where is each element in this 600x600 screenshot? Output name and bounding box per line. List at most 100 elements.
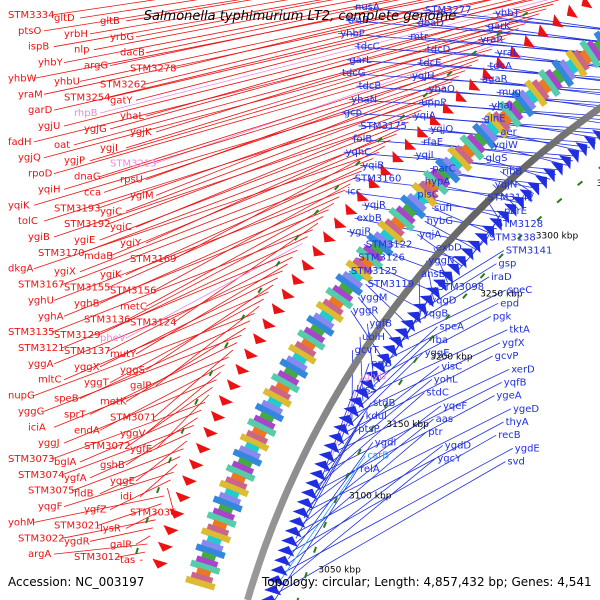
leader-line-left [71, 448, 184, 492]
leader-line-right [442, 250, 505, 289]
feature-block [434, 157, 461, 184]
gene-label-right: ygfX [502, 338, 525, 349]
scale-tick [167, 457, 173, 464]
feature-block [206, 535, 222, 546]
feature-block [200, 527, 232, 544]
feature-block [537, 69, 561, 97]
gene-label-right: tdcA [489, 61, 512, 72]
leader-line-left [99, 0, 549, 114]
leader-line-right [390, 302, 499, 359]
feature-block [309, 324, 325, 337]
reverse-strand-arrow [323, 442, 340, 454]
gene-label-left: yhbW [8, 73, 37, 84]
gene-label-right: xerD [511, 364, 535, 375]
feature-block [212, 495, 243, 513]
gene-label-right: ygeA [496, 391, 521, 402]
feature-block [383, 218, 405, 238]
gene-label-left: tolC [18, 216, 38, 227]
feature-block [373, 231, 395, 250]
forward-strand-arrow [496, 56, 508, 69]
gene-label-right: mug [499, 87, 521, 98]
gene-label-left: dacB [120, 48, 145, 59]
gene-label-left: yqiH [38, 184, 61, 195]
gene-label-right: STM3138 [489, 232, 536, 243]
gene-label-right: csrB [367, 451, 389, 462]
forward-strand-arrow [182, 475, 197, 486]
feature-block [369, 242, 384, 257]
scale-tick [370, 425, 375, 432]
leader-line-right [494, 52, 600, 68]
forward-strand-arrow [404, 138, 417, 150]
scale-tick [135, 547, 139, 554]
reverse-strand-arrow [300, 488, 318, 500]
feature-block [291, 352, 308, 366]
feature-block [484, 111, 510, 139]
reverse-strand-arrow [382, 345, 398, 357]
feature-block [491, 111, 511, 132]
leader-line-left [51, 402, 206, 460]
gene-label-right: fba [432, 335, 448, 346]
gene-label-left: STM3169 [130, 254, 177, 265]
gene-label-left: yohM [8, 517, 35, 528]
forward-strand-arrow [323, 231, 336, 243]
leader-line-left [53, 115, 415, 238]
gene-label-right: ygdI [375, 437, 397, 448]
gene-label-right: ptr [428, 427, 443, 438]
gene-label-right: thyA [506, 417, 529, 428]
leader-line-left [63, 379, 217, 444]
gene-label-right: folB [353, 134, 372, 145]
scale-tick [303, 571, 308, 579]
scale-tick [145, 517, 149, 524]
leader-line-left [89, 527, 153, 542]
leader-line-left [155, 13, 540, 133]
forward-strand-arrow [188, 459, 204, 470]
feature-block [565, 49, 588, 78]
feature-block [315, 300, 344, 323]
gene-label-right: agaR [482, 74, 508, 85]
reverse-strand-arrow [460, 248, 474, 261]
feature-block [335, 273, 364, 296]
leader-line-right [402, 289, 506, 341]
scale-tick [333, 496, 338, 504]
gene-label-left: yrbG [110, 32, 134, 43]
gene-label-right: yggM [360, 292, 387, 303]
gene-label-right: yqgD [430, 295, 457, 306]
leader-line-right [490, 144, 568, 166]
leader-line-right [312, 402, 372, 499]
gene-label-left: STM3012 [74, 552, 121, 563]
leader-line-left [109, 0, 424, 66]
leader-line-left [89, 0, 289, 35]
feature-block [328, 296, 344, 310]
gene-label-left: STM3071 [110, 412, 157, 423]
gene-label-right: plsC [417, 190, 438, 201]
gene-label-left: nlp [74, 45, 89, 56]
reverse-strand-arrow [453, 256, 467, 269]
feature-block [312, 312, 335, 330]
gene-label-right: lysS [356, 385, 376, 396]
reverse-strand-arrow [543, 168, 555, 183]
feature-block [448, 155, 463, 170]
leader-line-left [153, 183, 351, 291]
feature-block [212, 507, 236, 522]
gene-label-right: ygiR [349, 226, 371, 237]
gene-label-left: ygjP [64, 156, 85, 167]
gene-label-right: ygcY [437, 454, 462, 465]
gene-label-right: svd [507, 457, 524, 468]
leader-line-right [479, 78, 600, 96]
feature-block [478, 122, 499, 143]
forward-strand-arrow [157, 541, 173, 552]
gene-label-left: garD [28, 105, 53, 116]
feature-block [338, 282, 354, 296]
reverse-strand-arrow [296, 498, 314, 509]
leader-line-right [483, 157, 551, 180]
reverse-strand-arrow [575, 142, 588, 157]
gene-label-right: STM3119 [368, 279, 415, 290]
gene-label-left: yggA [28, 359, 54, 370]
scale-tick [412, 357, 419, 364]
feature-block [237, 457, 253, 469]
gene-label-right: STM3160 [355, 174, 402, 185]
reverse-strand-arrow [288, 517, 306, 528]
gene-label-right: speA [439, 322, 464, 333]
